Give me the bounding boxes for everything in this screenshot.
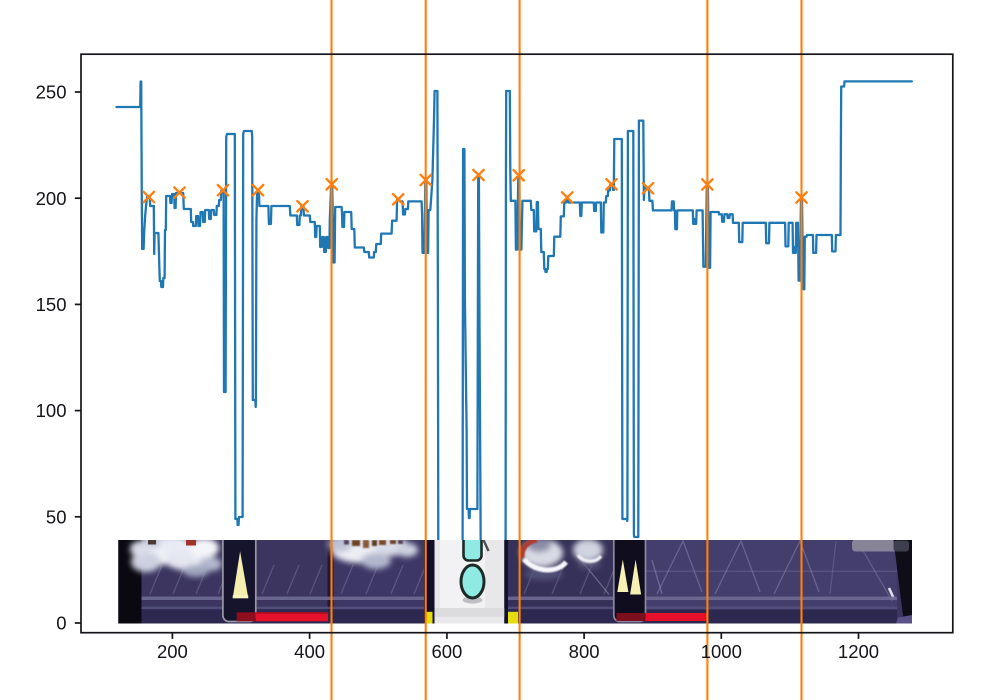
svg-text:1200: 1200 [838, 641, 879, 662]
svg-text:200: 200 [36, 188, 67, 209]
svg-text:600: 600 [431, 641, 462, 662]
svg-text:800: 800 [569, 641, 600, 662]
svg-text:400: 400 [294, 641, 325, 662]
svg-text:0: 0 [56, 613, 66, 634]
svg-text:100: 100 [36, 400, 67, 421]
svg-text:50: 50 [46, 506, 67, 527]
svg-text:150: 150 [36, 294, 67, 315]
svg-text:250: 250 [36, 82, 67, 103]
svg-text:200: 200 [157, 641, 188, 662]
svg-text:1000: 1000 [701, 641, 742, 662]
